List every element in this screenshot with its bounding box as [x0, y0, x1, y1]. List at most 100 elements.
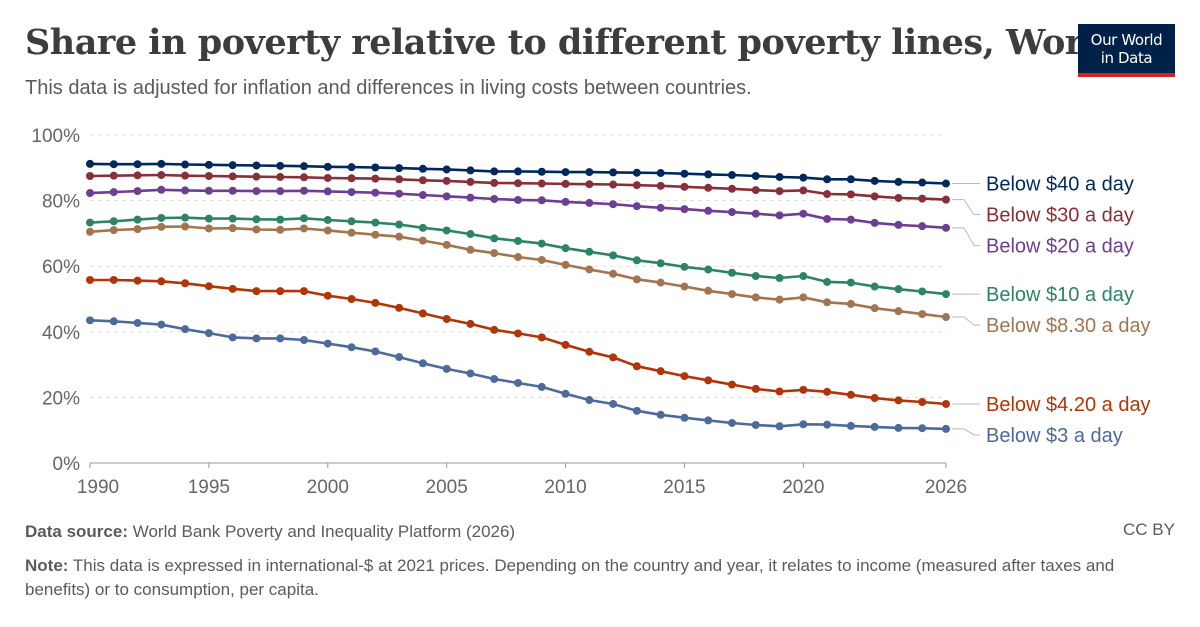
data-point[interactable]	[86, 316, 94, 325]
data-point[interactable]	[632, 275, 641, 284]
data-point[interactable]	[300, 162, 308, 171]
data-point[interactable]	[276, 161, 285, 170]
data-point[interactable]	[775, 172, 784, 181]
data-point[interactable]	[704, 206, 713, 215]
data-point[interactable]	[561, 168, 570, 177]
data-point[interactable]	[157, 277, 166, 286]
data-point[interactable]	[418, 236, 427, 245]
data-point[interactable]	[537, 333, 546, 342]
data-point[interactable]	[918, 178, 927, 187]
data-point[interactable]	[442, 165, 451, 174]
data-point[interactable]	[870, 394, 879, 403]
data-point[interactable]	[799, 186, 808, 195]
owid-logo[interactable]: Our World in Data	[1078, 24, 1175, 77]
data-point[interactable]	[490, 194, 499, 203]
data-point[interactable]	[704, 170, 713, 179]
data-point[interactable]	[347, 228, 356, 237]
data-point[interactable]	[442, 176, 451, 185]
data-point[interactable]	[870, 304, 879, 313]
data-point[interactable]	[228, 214, 237, 223]
data-point[interactable]	[894, 177, 903, 186]
data-point[interactable]	[894, 220, 903, 229]
data-point[interactable]	[181, 160, 190, 169]
data-point[interactable]	[347, 217, 356, 226]
data-point[interactable]	[680, 205, 689, 214]
data-point[interactable]	[490, 325, 499, 334]
data-point[interactable]	[466, 177, 475, 186]
data-point[interactable]	[799, 272, 808, 281]
data-point[interactable]	[252, 225, 261, 234]
series-3[interactable]	[86, 213, 950, 299]
data-point[interactable]	[561, 244, 570, 253]
data-point[interactable]	[656, 181, 665, 190]
data-point[interactable]	[537, 196, 546, 205]
data-point[interactable]	[133, 318, 142, 327]
data-point[interactable]	[347, 343, 356, 352]
data-point[interactable]	[157, 222, 166, 231]
data-point[interactable]	[846, 190, 855, 199]
data-point[interactable]	[656, 169, 665, 178]
data-point[interactable]	[870, 282, 879, 291]
data-point[interactable]	[300, 287, 308, 296]
data-point[interactable]	[799, 420, 808, 429]
data-point[interactable]	[585, 247, 594, 256]
data-point[interactable]	[632, 181, 641, 190]
data-point[interactable]	[347, 295, 356, 303]
data-point[interactable]	[181, 171, 190, 180]
data-point[interactable]	[514, 236, 522, 245]
data-point[interactable]	[371, 347, 380, 356]
data-point[interactable]	[894, 396, 903, 405]
series-label[interactable]: Below $3 a day	[986, 425, 1123, 447]
data-point[interactable]	[323, 215, 332, 224]
data-point[interactable]	[418, 309, 427, 318]
data-point[interactable]	[609, 180, 618, 189]
data-point[interactable]	[228, 224, 237, 233]
data-point[interactable]	[632, 202, 641, 211]
data-point[interactable]	[300, 214, 308, 223]
data-point[interactable]	[537, 382, 546, 391]
data-point[interactable]	[751, 384, 760, 393]
data-point[interactable]	[823, 175, 832, 184]
data-point[interactable]	[751, 293, 760, 302]
data-point[interactable]	[585, 347, 594, 356]
data-point[interactable]	[133, 171, 142, 180]
series-2[interactable]	[86, 185, 950, 232]
data-point[interactable]	[656, 259, 665, 268]
data-point[interactable]	[656, 410, 665, 419]
data-point[interactable]	[609, 168, 618, 177]
data-point[interactable]	[680, 413, 689, 422]
data-point[interactable]	[823, 420, 832, 429]
data-point[interactable]	[418, 176, 427, 185]
data-point[interactable]	[894, 285, 903, 294]
data-point[interactable]	[585, 198, 594, 207]
data-point[interactable]	[347, 188, 356, 197]
series-5[interactable]	[86, 275, 950, 408]
data-point[interactable]	[490, 249, 499, 258]
data-point[interactable]	[276, 225, 285, 234]
data-point[interactable]	[252, 334, 261, 343]
data-point[interactable]	[300, 336, 308, 344]
data-point[interactable]	[846, 278, 855, 287]
data-point[interactable]	[228, 284, 237, 293]
data-point[interactable]	[323, 291, 332, 300]
data-point[interactable]	[942, 313, 950, 322]
data-point[interactable]	[109, 188, 118, 197]
data-point[interactable]	[514, 378, 522, 387]
data-point[interactable]	[418, 164, 427, 173]
data-point[interactable]	[728, 171, 736, 180]
data-point[interactable]	[728, 268, 736, 277]
data-point[interactable]	[228, 161, 237, 170]
data-point[interactable]	[86, 172, 94, 180]
data-point[interactable]	[609, 269, 618, 278]
data-point[interactable]	[86, 159, 94, 168]
data-point[interactable]	[395, 189, 404, 198]
series-label[interactable]: Below $40 a day	[986, 174, 1134, 196]
data-point[interactable]	[775, 187, 784, 196]
data-point[interactable]	[133, 160, 142, 169]
data-point[interactable]	[561, 340, 570, 349]
data-point[interactable]	[561, 260, 570, 269]
data-point[interactable]	[204, 224, 213, 233]
data-point[interactable]	[228, 186, 237, 195]
data-point[interactable]	[942, 399, 950, 408]
data-point[interactable]	[157, 320, 166, 329]
